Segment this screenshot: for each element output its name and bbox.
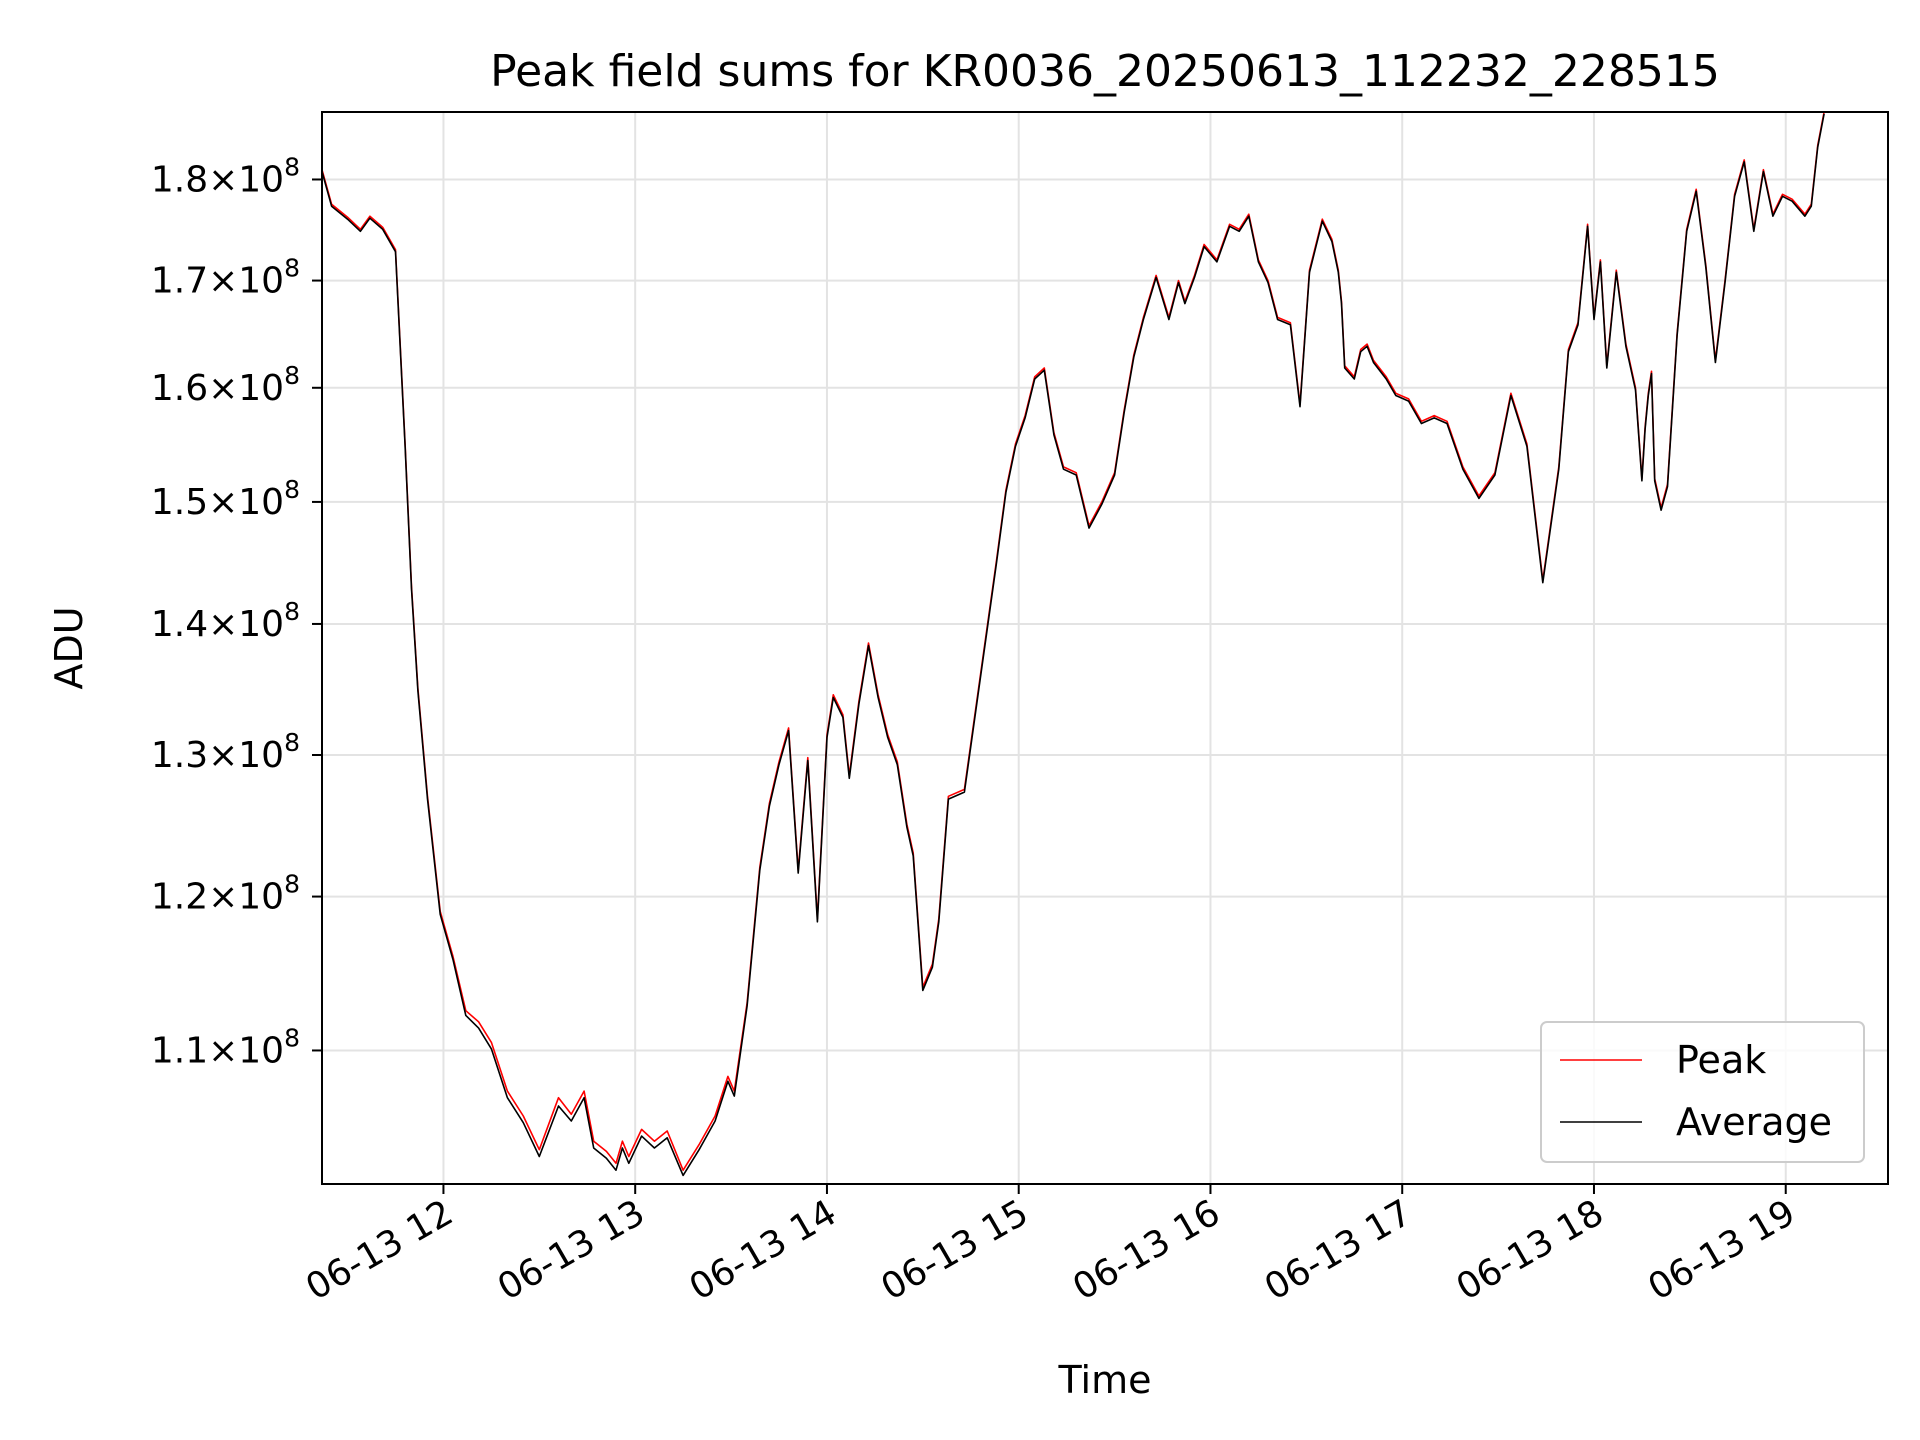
- y-tick-times: ×10: [208, 368, 284, 409]
- chart-title: Peak field sums for KR0036_20250613_1122…: [490, 46, 1720, 97]
- y-tick-exponent: 8: [284, 475, 300, 504]
- y-tick-times: ×10: [208, 735, 284, 776]
- y-tick-exponent: 8: [284, 728, 300, 757]
- y-tick-mantissa: 1.5: [151, 482, 208, 523]
- y-tick-mantissa: 1.4: [151, 604, 208, 645]
- y-tick-label: 1.6×108: [151, 361, 300, 409]
- y-tick-times: ×10: [208, 1030, 284, 1071]
- y-tick-exponent: 8: [284, 1023, 300, 1052]
- legend: Peak Average: [1540, 1021, 1865, 1163]
- y-tick-label: 1.8×108: [151, 152, 300, 200]
- y-tick-mantissa: 1.3: [151, 735, 208, 776]
- y-tick-times: ×10: [208, 604, 284, 645]
- y-tick-exponent: 8: [284, 597, 300, 626]
- y-tick-times: ×10: [208, 261, 284, 302]
- y-tick-mantissa: 1.7: [151, 261, 208, 302]
- y-axis-label: ADU: [47, 606, 91, 689]
- x-axis-label: Time: [1058, 1358, 1152, 1402]
- y-axis-ticks: 1.1×1081.2×1081.3×1081.4×1081.5×1081.6×1…: [151, 152, 322, 1071]
- y-tick-times: ×10: [208, 159, 284, 200]
- y-tick-mantissa: 1.6: [151, 368, 208, 409]
- y-tick-mantissa: 1.8: [151, 159, 208, 200]
- y-tick-mantissa: 1.1: [151, 1030, 208, 1071]
- y-tick-exponent: 8: [284, 254, 300, 283]
- series-line-average: [321, 113, 1825, 1177]
- y-tick-label: 1.4×108: [151, 597, 300, 645]
- plot-area-frame: [321, 111, 1889, 1185]
- y-tick-label: 1.3×108: [151, 728, 300, 776]
- y-tick-label: 1.7×108: [151, 254, 300, 302]
- y-tick-label: 1.5×108: [151, 475, 300, 523]
- legend-label-peak: Peak: [1676, 1038, 1766, 1082]
- plot-series: [321, 111, 1825, 1177]
- y-tick-exponent: 8: [284, 361, 300, 390]
- legend-box: [1540, 1021, 1865, 1163]
- gridlines: [322, 112, 1888, 1184]
- y-tick-times: ×10: [208, 482, 284, 523]
- y-tick-label: 1.1×108: [151, 1023, 300, 1071]
- y-tick-exponent: 8: [284, 152, 300, 181]
- y-tick-label: 1.2×108: [151, 870, 300, 918]
- y-tick-times: ×10: [208, 877, 284, 918]
- legend-label-average: Average: [1676, 1100, 1832, 1144]
- y-tick-mantissa: 1.2: [151, 877, 208, 918]
- y-tick-exponent: 8: [284, 870, 300, 899]
